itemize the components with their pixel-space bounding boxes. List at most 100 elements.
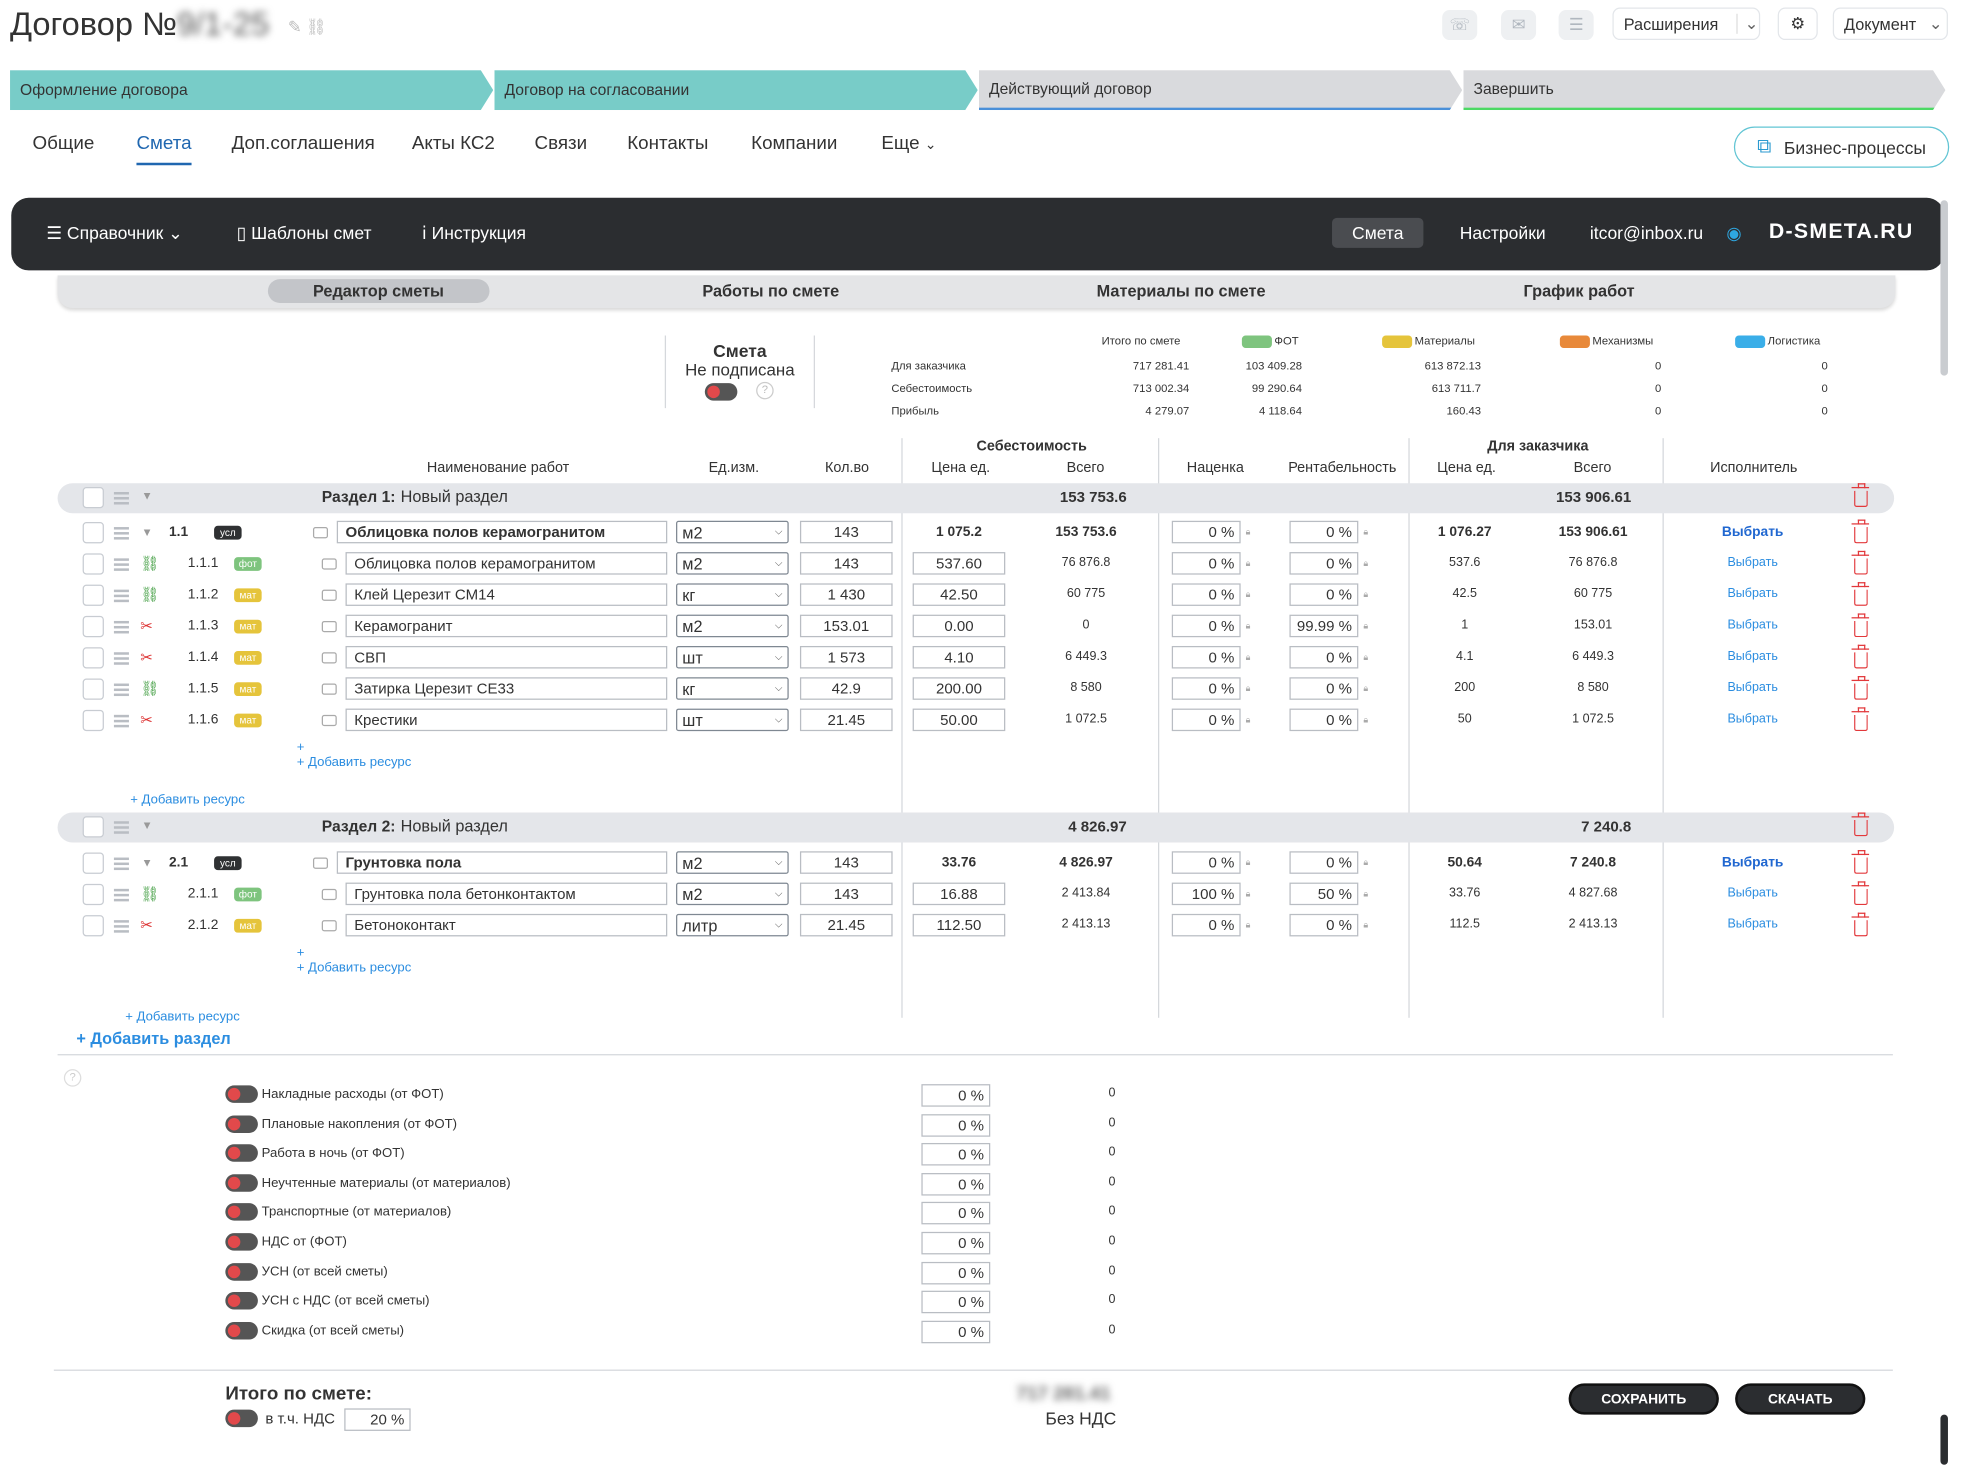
adjustment-percent-input[interactable]: 0 %	[921, 1261, 991, 1284]
unit-price-input[interactable]: 0.00	[912, 614, 1006, 638]
unit-price-input[interactable]: 16.88	[912, 882, 1006, 906]
tab-estimate[interactable]: Смета	[136, 132, 192, 166]
tab-supplements[interactable]: Доп.соглашения	[231, 132, 375, 154]
section-checkbox[interactable]	[82, 816, 104, 838]
download-button[interactable]: СКАЧАТЬ	[1735, 1383, 1866, 1415]
lock-icon[interactable]: 🔒︎	[1363, 716, 1368, 725]
tab-general[interactable]: Общие	[32, 132, 95, 154]
help-icon[interactable]: ?	[63, 1069, 82, 1087]
adjustment-percent-input[interactable]: 0 %	[921, 1143, 991, 1166]
unit-select[interactable]: кг ⌵	[676, 677, 789, 700]
stage-approval[interactable]: Договор на согласовании	[495, 70, 978, 110]
choose-executor-link[interactable]: Выбрать	[1721, 855, 1784, 871]
profit-input[interactable]: 0 %	[1289, 645, 1359, 669]
lock-icon[interactable]: 🔒︎	[1245, 890, 1251, 899]
markup-input[interactable]: 0 %	[1171, 552, 1241, 575]
add-work-link-2[interactable]: + Добавить ресурс	[125, 1009, 240, 1025]
row-checkbox[interactable]	[82, 678, 104, 700]
phone-icon[interactable]: ☏	[1442, 10, 1478, 41]
quantity-input[interactable]: 153.01	[799, 614, 893, 638]
work-name-input[interactable]: Крестики	[345, 708, 668, 732]
comment-icon[interactable]	[321, 714, 337, 727]
reference-menu[interactable]: ☰ Справочник ⌄	[46, 222, 183, 243]
choose-executor-link[interactable]: Выбрать	[1727, 917, 1778, 932]
markup-input[interactable]: 0 %	[1171, 614, 1241, 638]
link-icon[interactable]: ⛓	[140, 554, 160, 573]
stage-finish[interactable]: Завершить	[1463, 70, 1945, 110]
lock-icon[interactable]: 🔒︎	[1245, 684, 1251, 694]
tab-more[interactable]: Еще ⌄	[881, 132, 937, 154]
unit-price-input[interactable]: 200.00	[912, 677, 1006, 700]
quantity-input[interactable]: 143	[799, 552, 893, 575]
subtab-materials[interactable]: Материалы по смете	[1096, 281, 1266, 301]
sign-toggle[interactable]	[704, 383, 738, 401]
chevron-down-icon[interactable]: ▼	[141, 489, 153, 503]
instruction-link[interactable]: ⅰ Инструкция	[421, 222, 527, 243]
unit-price-input[interactable]: 50.00	[912, 708, 1006, 732]
trash-icon[interactable]	[1851, 881, 1870, 906]
quantity-input[interactable]: 143	[799, 520, 893, 544]
comment-icon[interactable]	[321, 620, 337, 633]
trash-icon[interactable]	[1851, 676, 1870, 700]
choose-executor-link[interactable]: Выбрать	[1727, 712, 1778, 727]
markup-input[interactable]: 0 %	[1171, 913, 1241, 937]
lock-icon[interactable]: 🔒︎	[1363, 890, 1368, 899]
settings-link[interactable]: Настройки	[1459, 222, 1546, 243]
unit-select[interactable]: кг ⌵	[676, 583, 789, 606]
adjustment-toggle[interactable]	[225, 1114, 258, 1133]
tab-acts[interactable]: Акты КС2	[411, 132, 495, 154]
trash-icon[interactable]	[1851, 613, 1870, 638]
vat-input[interactable]: 20 %	[344, 1408, 411, 1431]
link-icon[interactable]: ✂	[140, 617, 153, 635]
tab-links[interactable]: Связи	[534, 132, 588, 154]
markup-input[interactable]: 0 %	[1171, 677, 1241, 700]
unit-select[interactable]: литр ⌵	[676, 913, 789, 937]
unit-select[interactable]: м2 ⌵	[676, 520, 789, 544]
profit-input[interactable]: 0 %	[1289, 552, 1359, 575]
trash-icon[interactable]	[1851, 912, 1870, 937]
drag-handle-icon[interactable]	[113, 857, 129, 871]
markup-input[interactable]: 0 %	[1171, 708, 1241, 732]
profit-input[interactable]: 0 %	[1289, 520, 1359, 544]
trash-icon[interactable]	[1851, 707, 1870, 732]
quantity-input[interactable]: 21.45	[799, 708, 893, 732]
work-name-input[interactable]: СВП	[345, 645, 668, 669]
drag-handle-icon[interactable]	[113, 589, 129, 603]
lock-icon[interactable]: 🔒︎	[1245, 590, 1251, 600]
profit-input[interactable]: 0 %	[1289, 677, 1359, 700]
drag-handle-icon[interactable]	[113, 620, 129, 634]
choose-executor-link[interactable]: Выбрать	[1727, 681, 1778, 695]
adjustment-toggle[interactable]	[225, 1262, 258, 1281]
work-name-input[interactable]: Грунтовка пола	[336, 851, 668, 874]
work-name-input[interactable]: Облицовка полов керамогранитом	[345, 552, 668, 575]
add-resource-link-1[interactable]: + + Добавить ресурс	[296, 739, 412, 770]
adjustment-toggle[interactable]	[225, 1085, 258, 1103]
comment-icon[interactable]	[321, 589, 337, 601]
link-icon[interactable]: ⛓	[140, 679, 160, 698]
add-resource-link-2[interactable]: + + Добавить ресурс	[296, 945, 412, 976]
link-icon[interactable]: ⛓	[140, 585, 160, 604]
quantity-input[interactable]: 1 430	[799, 583, 893, 606]
section-checkbox[interactable]	[82, 486, 104, 509]
lock-icon[interactable]: 🔒︎	[1245, 559, 1251, 569]
scrollbar[interactable]	[1940, 200, 1948, 376]
comment-icon[interactable]	[321, 683, 337, 695]
unit-price-input[interactable]: 112.50	[912, 913, 1006, 937]
row-checkbox[interactable]	[82, 522, 104, 544]
chevron-down-icon[interactable]: ▼	[141, 818, 153, 832]
trash-icon[interactable]	[1851, 483, 1870, 508]
profit-input[interactable]: 50 %	[1289, 882, 1359, 906]
adjustment-toggle[interactable]	[225, 1233, 258, 1251]
row-checkbox[interactable]	[82, 553, 104, 575]
subtab-works[interactable]: Работы по смете	[702, 281, 840, 301]
adjustment-percent-input[interactable]: 0 %	[921, 1320, 991, 1344]
tab-companies[interactable]: Компании	[751, 132, 838, 154]
adjustment-toggle[interactable]	[225, 1174, 258, 1192]
unit-price-input[interactable]: 42.50	[912, 583, 1006, 606]
tab-contacts[interactable]: Контакты	[627, 132, 709, 154]
unit-select[interactable]: м2 ⌵	[676, 552, 789, 575]
lock-icon[interactable]: 🔒︎	[1245, 716, 1251, 725]
work-name-input[interactable]: Бетоноконтакт	[345, 913, 668, 937]
drag-handle-icon[interactable]	[113, 527, 129, 540]
adjustment-toggle[interactable]	[225, 1321, 258, 1340]
